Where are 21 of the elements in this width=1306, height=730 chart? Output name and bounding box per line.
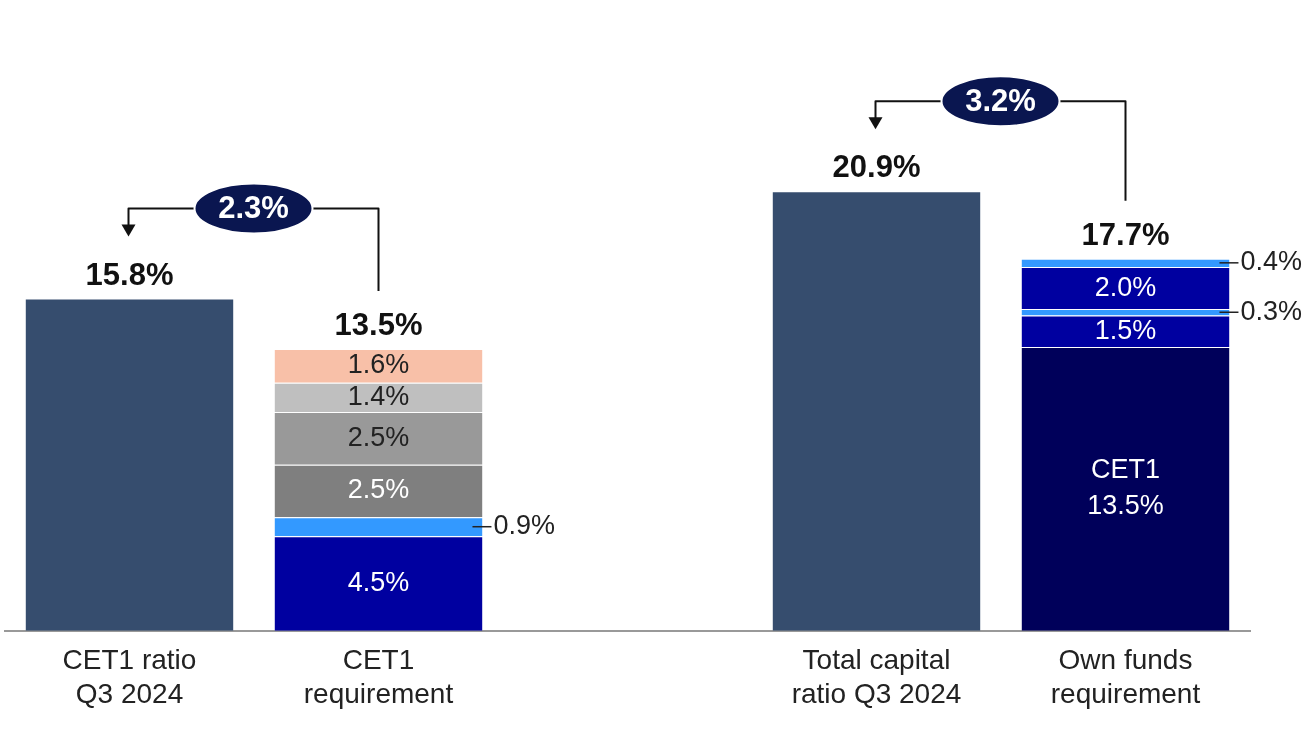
data-label: 1.6% [347,349,410,380]
total-label: 15.8% [85,256,174,292]
x-tick-label: CET1 requirement [303,644,454,709]
x-tick-label: Own funds requirement [1050,644,1201,709]
total-label: 17.7% [1081,216,1170,252]
annotation: 2.3% [218,190,289,226]
data-label: 0.3% [1240,295,1302,326]
data-label: CET1 13.5% [1087,454,1164,521]
x-tick-label: CET1 ratio Q3 2024 [62,644,197,709]
data-label: 1.5% [1094,314,1157,345]
data-label: 2.0% [1094,271,1157,302]
data-label: 1.4% [347,380,410,411]
data-label: 0.9% [493,510,555,541]
data-label: 2.5% [347,421,410,452]
data-label: 4.5% [347,566,410,597]
x-tick-label: Total capital ratio Q3 2024 [791,644,962,709]
data-label: 0.4% [1240,246,1302,277]
text: 3.2% [965,82,1036,118]
total-label: 20.9% [832,149,921,185]
total-label: 13.5% [334,307,423,343]
data-label: 2.5% [347,474,410,505]
